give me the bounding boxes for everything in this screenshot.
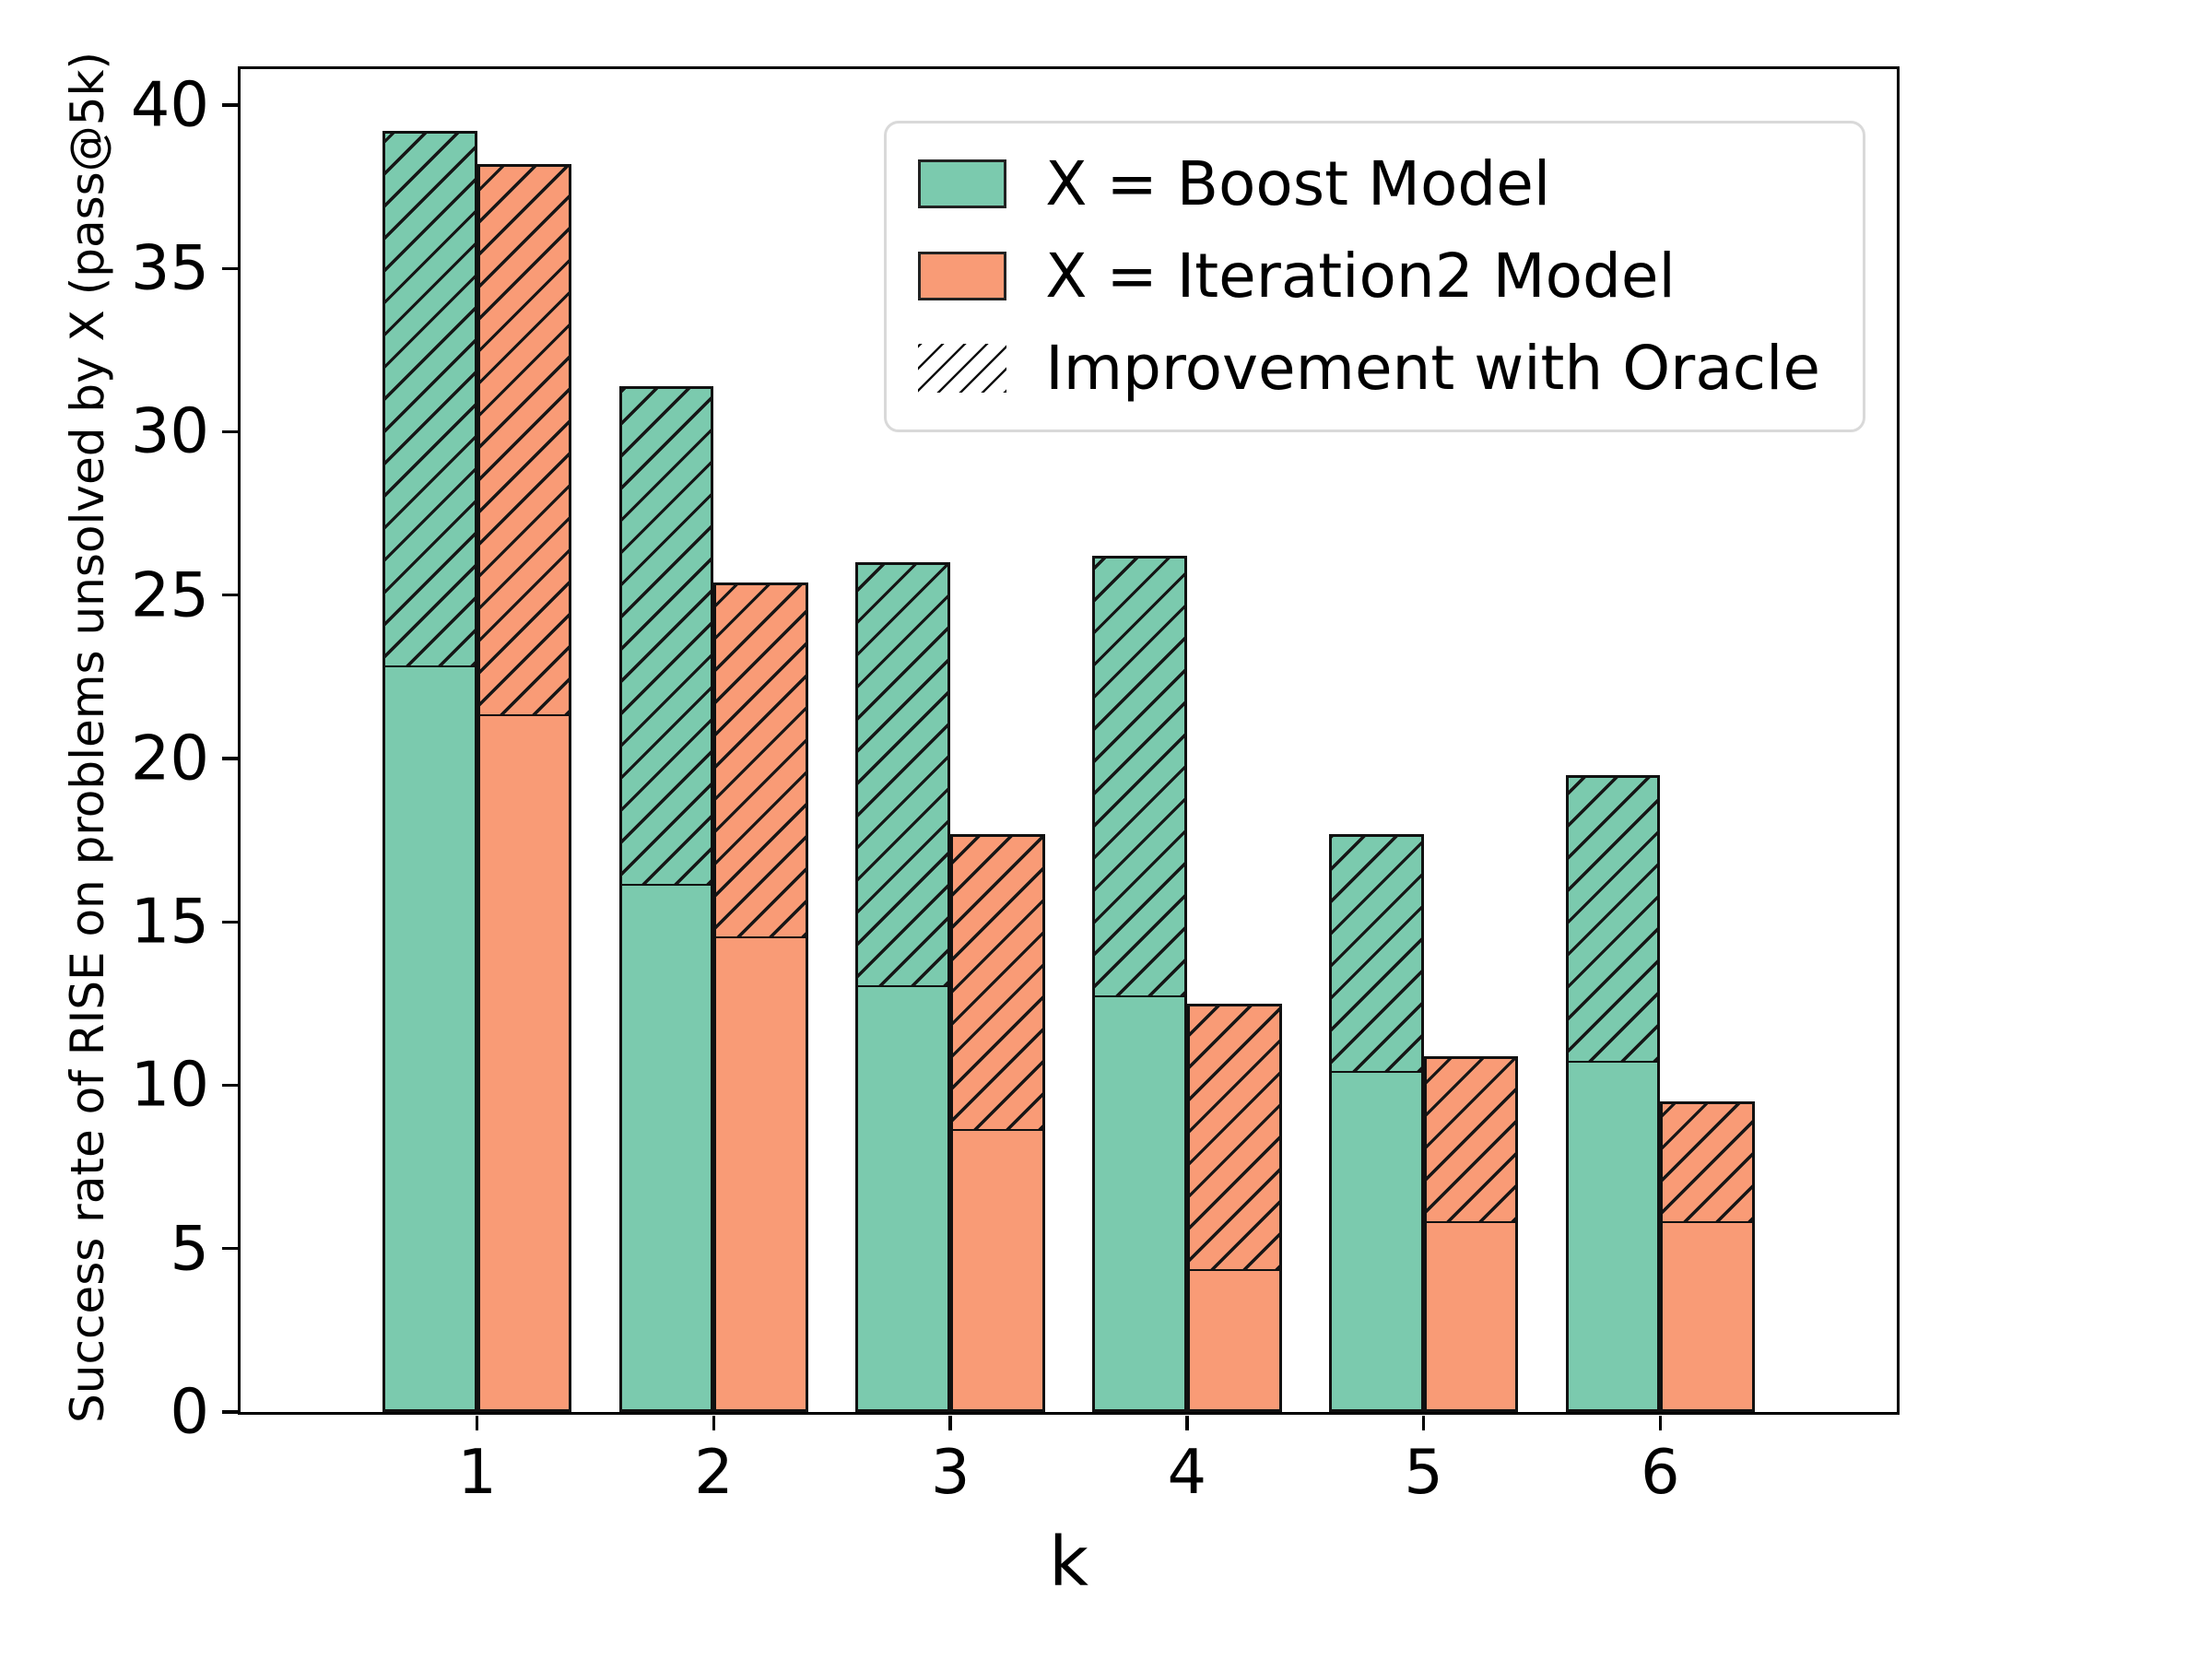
bar-boost-k1 bbox=[382, 131, 477, 1412]
oracle-improvement-segment-iteration2-k4 bbox=[1189, 1006, 1279, 1271]
legend-swatch-boost-model bbox=[918, 159, 1007, 209]
y-tick-label-30: 30 bbox=[130, 394, 209, 467]
bar-iteration2-k2 bbox=[713, 582, 809, 1412]
bar-iteration2-k1 bbox=[477, 163, 572, 1412]
legend-row-iteration2: X = Iteration2 Model bbox=[918, 241, 1820, 312]
oracle-improvement-segment-iteration2-k3 bbox=[953, 836, 1042, 1132]
oracle-improvement-segment-boost-k1 bbox=[385, 134, 475, 668]
x-tick-label-2: 2 bbox=[694, 1436, 734, 1508]
oracle-improvement-segment-boost-k3 bbox=[858, 565, 948, 988]
y-tick-25 bbox=[221, 594, 238, 597]
y-tick-20 bbox=[221, 757, 238, 760]
y-tick-35 bbox=[221, 266, 238, 270]
y-tick-label-35: 35 bbox=[130, 231, 209, 304]
x-tick-2 bbox=[712, 1416, 716, 1430]
y-axis-label: Success rate of RISE on problems unsolve… bbox=[61, 52, 114, 1423]
y-tick-label-40: 40 bbox=[130, 68, 209, 141]
y-tick-5 bbox=[221, 1247, 238, 1251]
bar-iteration2-k6 bbox=[1660, 1101, 1755, 1412]
legend: X = Boost Model X = Iteration2 Model Imp… bbox=[884, 121, 1865, 432]
y-tick-label-20: 20 bbox=[130, 722, 209, 794]
bar-iteration2-k3 bbox=[950, 833, 1045, 1412]
legend-swatch-oracle-hatch bbox=[918, 344, 1007, 394]
oracle-improvement-segment-iteration2-k1 bbox=[479, 166, 570, 717]
legend-label-boost-model: X = Boost Model bbox=[1045, 148, 1551, 219]
legend-label-oracle: Improvement with Oracle bbox=[1045, 332, 1820, 404]
x-tick-label-5: 5 bbox=[1404, 1436, 1443, 1508]
legend-row-oracle: Improvement with Oracle bbox=[918, 332, 1820, 404]
y-tick-label-10: 10 bbox=[130, 1048, 209, 1121]
y-tick-10 bbox=[221, 1083, 238, 1088]
legend-swatch-iteration2-model bbox=[918, 252, 1007, 301]
bar-boost-k2 bbox=[618, 385, 714, 1412]
oracle-improvement-segment-boost-k4 bbox=[1095, 559, 1184, 997]
x-tick-label-3: 3 bbox=[930, 1436, 971, 1508]
oracle-improvement-segment-boost-k6 bbox=[1568, 777, 1658, 1063]
bar-boost-k3 bbox=[855, 562, 951, 1412]
y-tick-15 bbox=[221, 920, 238, 924]
bar-boost-k4 bbox=[1092, 556, 1187, 1412]
oracle-improvement-segment-boost-k5 bbox=[1331, 836, 1421, 1073]
y-tick-40 bbox=[221, 103, 238, 107]
oracle-improvement-segment-iteration2-k2 bbox=[716, 584, 806, 939]
legend-label-iteration2-model: X = Iteration2 Model bbox=[1045, 240, 1676, 312]
x-tick-1 bbox=[476, 1416, 479, 1430]
x-tick-label-4: 4 bbox=[1167, 1436, 1207, 1508]
x-tick-3 bbox=[948, 1416, 952, 1430]
y-tick-label-25: 25 bbox=[130, 559, 209, 631]
y-tick-label-0: 0 bbox=[170, 1375, 209, 1448]
x-tick-6 bbox=[1658, 1416, 1662, 1430]
y-tick-label-5: 5 bbox=[170, 1212, 209, 1285]
x-tick-5 bbox=[1421, 1416, 1426, 1430]
bar-iteration2-k4 bbox=[1186, 1003, 1282, 1412]
x-tick-label-6: 6 bbox=[1640, 1436, 1680, 1508]
bar-boost-k5 bbox=[1328, 833, 1424, 1412]
y-tick-0 bbox=[221, 1410, 238, 1414]
x-tick-label-1: 1 bbox=[457, 1436, 498, 1508]
x-tick-4 bbox=[1185, 1416, 1189, 1430]
x-axis-label: k bbox=[1049, 1523, 1088, 1602]
legend-row-boost: X = Boost Model bbox=[918, 149, 1820, 219]
oracle-improvement-segment-iteration2-k6 bbox=[1663, 1104, 1752, 1224]
bar-boost-k6 bbox=[1565, 774, 1661, 1412]
y-tick-label-15: 15 bbox=[130, 885, 209, 958]
y-tick-30 bbox=[221, 429, 238, 434]
oracle-improvement-segment-iteration2-k5 bbox=[1426, 1058, 1516, 1223]
bar-iteration2-k5 bbox=[1423, 1055, 1519, 1412]
plot-area: k X = Boost Model X = Iteration2 Model I… bbox=[131, 66, 1900, 1596]
oracle-improvement-segment-boost-k2 bbox=[621, 388, 712, 887]
